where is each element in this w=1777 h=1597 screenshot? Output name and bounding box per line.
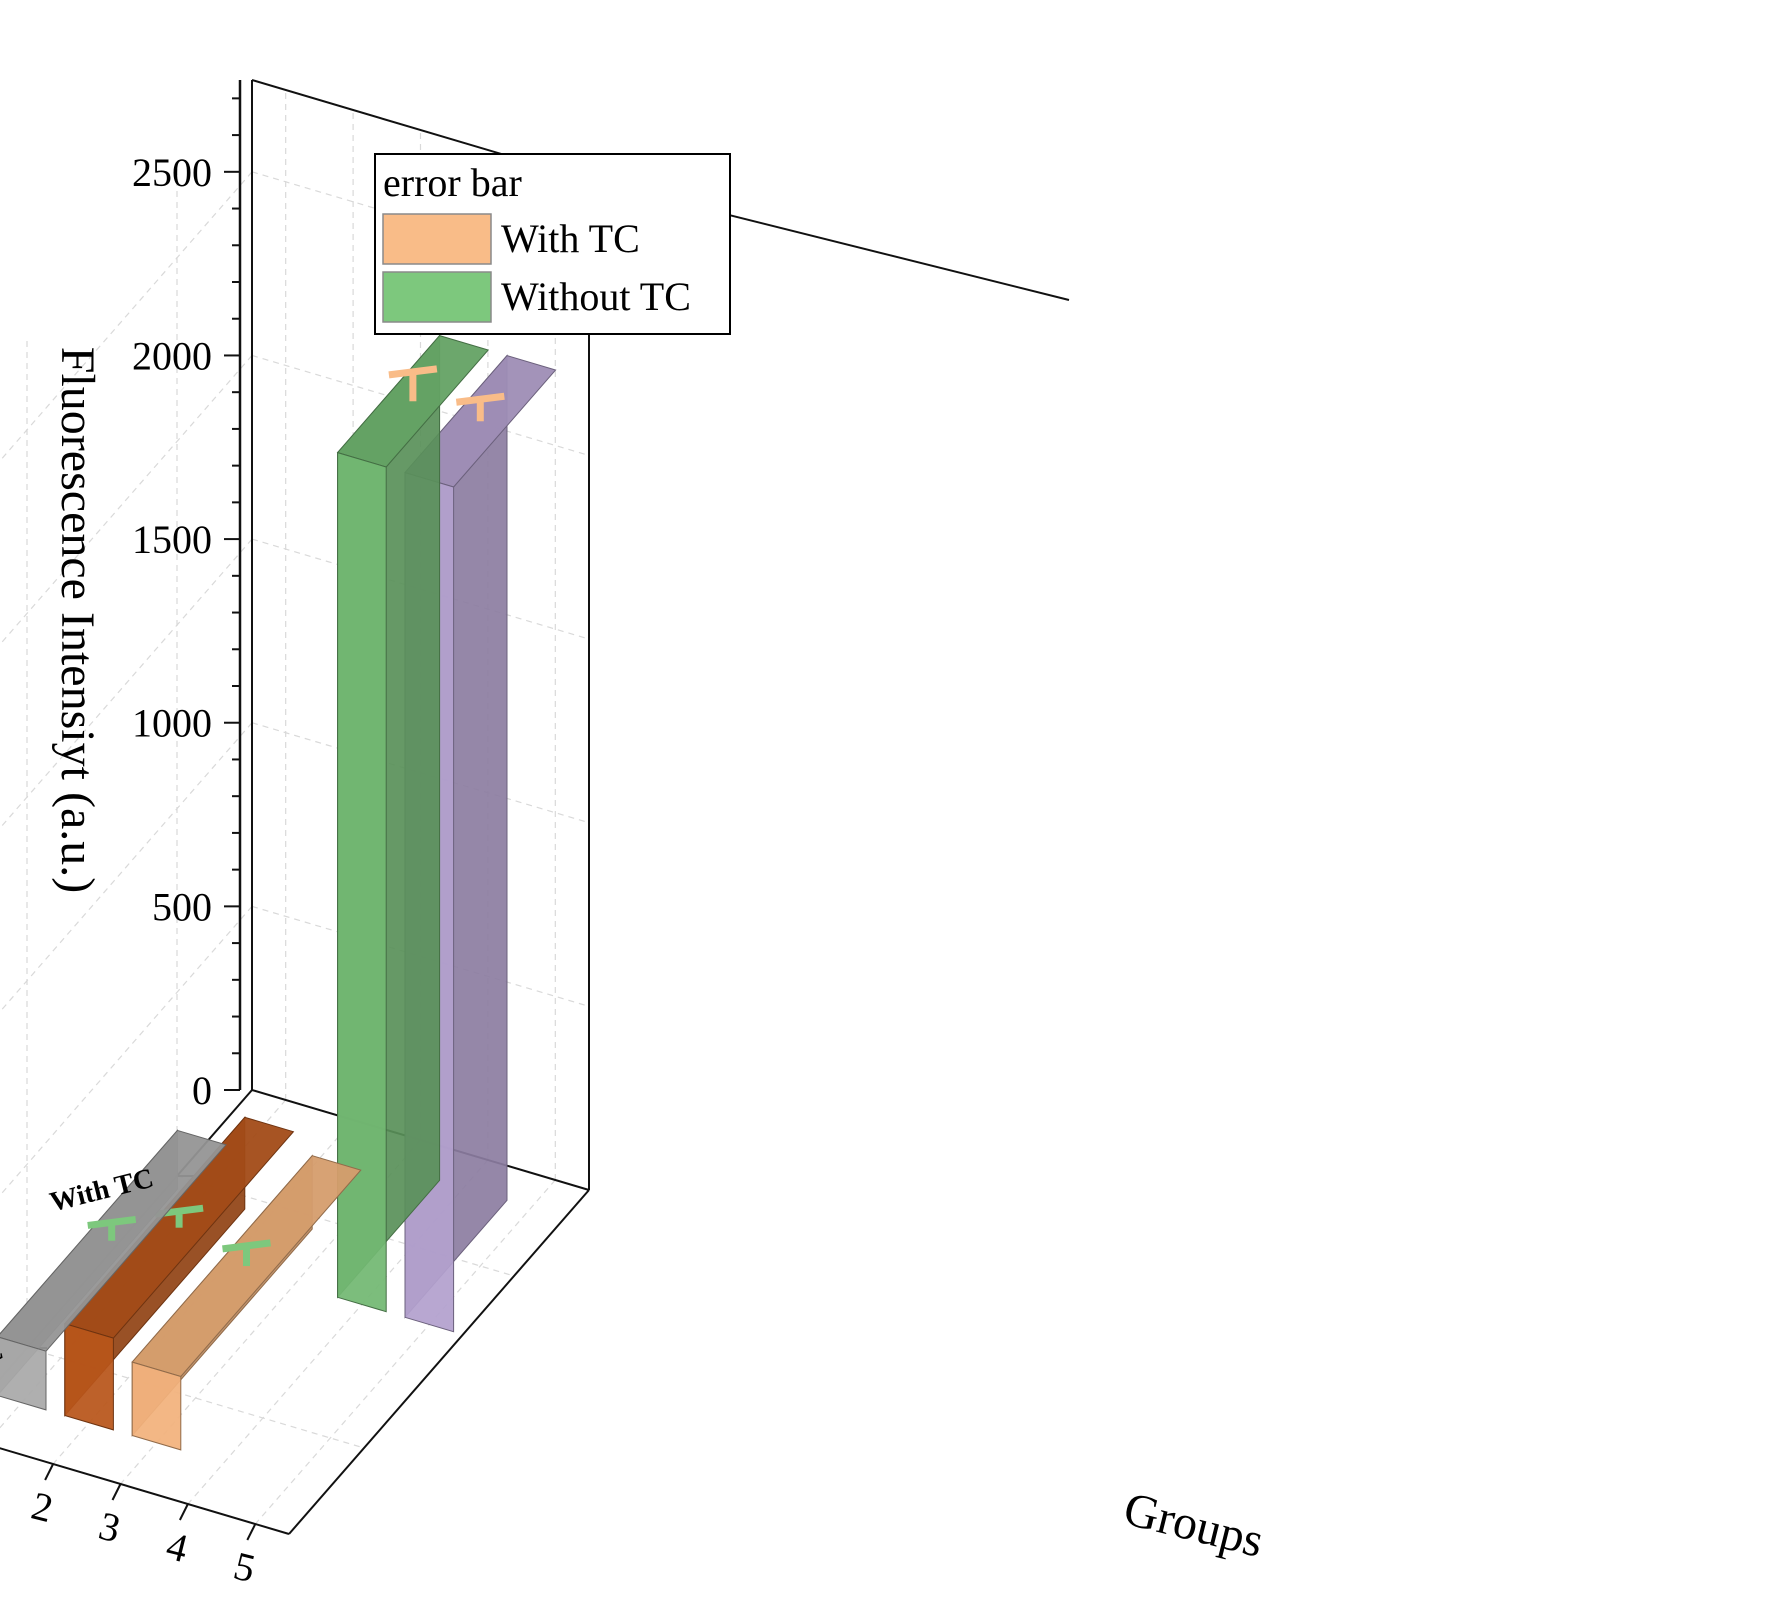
legend-swatch bbox=[382, 213, 492, 265]
y-tick-label: 1500 bbox=[132, 517, 212, 562]
y-axis-title: Fluorescence Intensiyt (a.u.) bbox=[51, 347, 104, 893]
y-tick-label: 2500 bbox=[132, 150, 212, 195]
bar-group-1 bbox=[0, 1129, 227, 1411]
x-tick bbox=[111, 1483, 122, 1501]
grid-line bbox=[251, 354, 590, 457]
grid-line bbox=[251, 171, 590, 273]
error-bar-cap-4 bbox=[388, 365, 438, 379]
error-bar-cap-3 bbox=[222, 1239, 271, 1253]
axis-line bbox=[288, 1189, 590, 1535]
x-tick-label: 2 bbox=[27, 1483, 57, 1532]
legend-entry-label: With TC bbox=[501, 216, 640, 261]
bar-2 bbox=[64, 1323, 114, 1431]
x-tick bbox=[246, 1523, 257, 1541]
y-tick-label: 1000 bbox=[132, 701, 212, 746]
bars-layer bbox=[0, 334, 557, 1451]
bar-3 bbox=[131, 1361, 182, 1451]
bar-group-4 bbox=[336, 334, 490, 1313]
x-tick-label: 5 bbox=[229, 1543, 259, 1592]
legend-swatch bbox=[382, 271, 492, 323]
legend: error bar With TC Without TC bbox=[374, 153, 731, 335]
grid-line bbox=[0, 355, 253, 646]
x-axis-title: Groups bbox=[1119, 1482, 1269, 1568]
x-tick bbox=[44, 1463, 54, 1481]
bar-1 bbox=[0, 1337, 47, 1411]
bar-group-3 bbox=[131, 1154, 362, 1451]
x-tick bbox=[179, 1503, 189, 1521]
x-tick-label: 3 bbox=[95, 1503, 125, 1552]
grid-line bbox=[0, 171, 253, 462]
grid-line bbox=[0, 722, 253, 1013]
grid-line bbox=[251, 905, 590, 1007]
bar-group-2 bbox=[63, 1115, 295, 1431]
bar-4 bbox=[337, 451, 387, 1313]
grid-line bbox=[251, 538, 590, 640]
y-tick-label: 500 bbox=[152, 884, 212, 929]
x-tick-label: 4 bbox=[162, 1523, 192, 1572]
y-tick-label: 0 bbox=[192, 1068, 212, 1113]
labels-layer: 0 500 1000 1500 2000 2500 Fluorescence Intensi… bbox=[0, 150, 1269, 1591]
grid-line bbox=[251, 722, 590, 824]
legend-entry-label: Without TC bbox=[501, 274, 691, 319]
legend-title: error bar bbox=[383, 160, 522, 205]
y-tick-label: 2000 bbox=[132, 333, 212, 378]
grid-line bbox=[0, 538, 253, 829]
error-bar-cap-5 bbox=[455, 392, 505, 406]
error-bar-cap-1 bbox=[87, 1215, 137, 1229]
